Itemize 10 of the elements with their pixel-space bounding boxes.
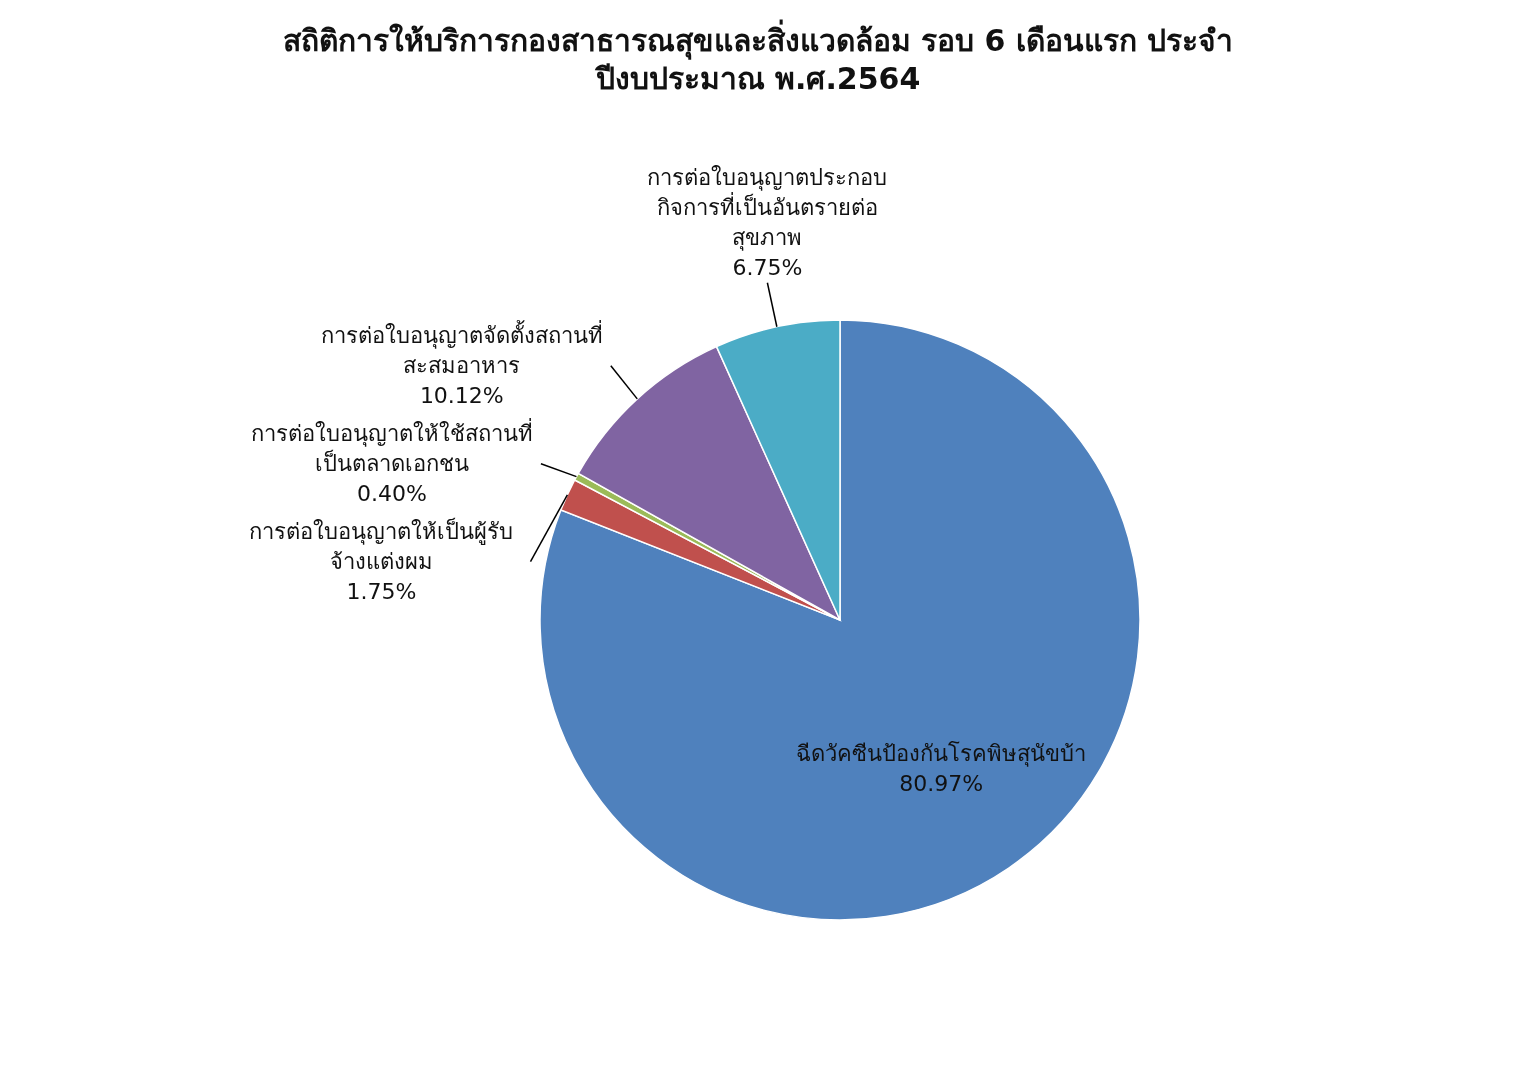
- slice-label: การต่อใบอนุญาตจัดตั้งสถานที่สะสมอาหาร: [320, 322, 603, 378]
- slice-label: ฉีดวัคซีนป้องกันโรคพิษสุนัขบ้า: [796, 740, 1087, 766]
- data-label: 80.97%: [899, 770, 984, 796]
- data-label: 6.75%: [732, 254, 803, 280]
- slice-label: การต่อใบอนุญาตประกอบกิจการที่เป็นอันตรายต่อสุขภาพ: [647, 164, 888, 250]
- data-label: 1.75%: [346, 578, 417, 604]
- slice-label: การต่อใบอนุญาตให้ใช้สถานที่เป็นตลาดเอกชน: [250, 420, 533, 476]
- data-label: 0.40%: [356, 480, 427, 506]
- data-label: 10.12%: [419, 382, 504, 408]
- slice-label: การต่อใบอนุญาตให้เป็นผู้รับจ้างแต่งผม: [249, 518, 514, 574]
